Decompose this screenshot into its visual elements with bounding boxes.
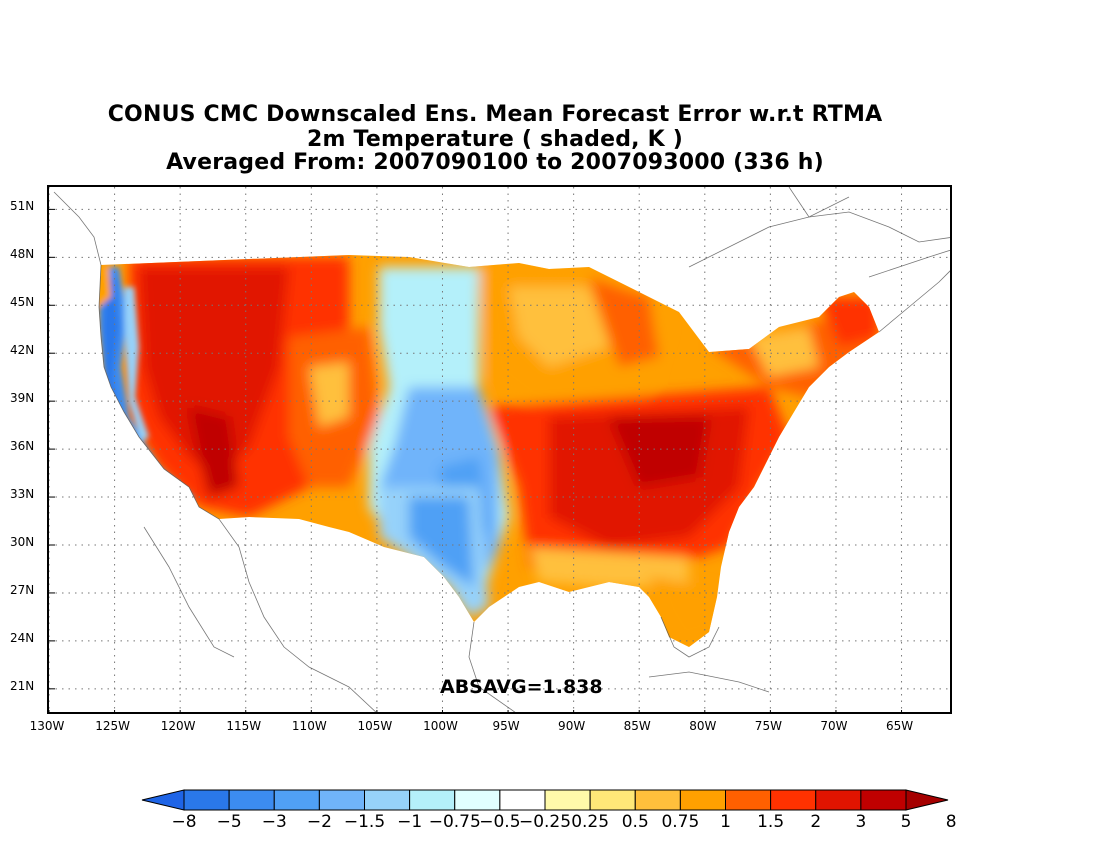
temperature-error-map [49, 187, 950, 712]
colorbar [141, 789, 949, 811]
lon-tick-label: 80W [689, 719, 717, 733]
lat-lon-grid [49, 187, 950, 712]
colorbar-box [679, 789, 726, 811]
colorbar-label: −3 [261, 812, 287, 832]
colorbar-label: −1.5 [343, 812, 386, 832]
colorbar-label: −5 [216, 812, 242, 832]
lat-tick-label: 45N [10, 295, 35, 310]
colorbar-box [544, 789, 591, 811]
colorbar-label: 8 [945, 812, 957, 832]
colorbar-label: 0.75 [661, 812, 700, 832]
colorbar-box [725, 789, 772, 811]
colorbar-box [499, 789, 546, 811]
colorbar-box [364, 789, 411, 811]
lon-tick-label: 115W [226, 719, 262, 733]
colorbar-label: 1.5 [757, 812, 785, 832]
lat-tick-label: 39N [10, 391, 35, 406]
chart-title-line-2: 2m Temperature ( shaded, K ) [307, 127, 683, 152]
lon-tick-label: 120W [160, 719, 196, 733]
lon-tick-label: 125W [95, 719, 130, 733]
lat-tick-label: 27N [10, 582, 35, 597]
lat-tick-label: 21N [10, 678, 35, 693]
map-marks [49, 208, 903, 712]
lon-tick-label: 70W [820, 719, 848, 733]
colorbar-label: −1 [397, 812, 423, 832]
lon-tick-label: 95W [492, 719, 520, 733]
temperature-field [99, 255, 879, 647]
lat-tick-label: 24N [10, 630, 35, 645]
lon-tick-label: 110W [291, 719, 327, 733]
colorbar-box [273, 789, 320, 811]
colorbar-label: 1 [720, 812, 731, 832]
lon-tick-label: 105W [357, 719, 393, 733]
lat-tick-label: 42N [10, 343, 35, 358]
colorbar-box [815, 789, 862, 811]
colorbar-box [589, 789, 636, 811]
colorbar-label: 5 [900, 812, 912, 832]
colorbar-box [183, 789, 230, 811]
map-panel [47, 185, 952, 714]
colorbar-label: −2 [306, 812, 332, 832]
coastline-outline [53, 187, 950, 712]
colorbar-label: −0.25 [518, 812, 572, 832]
chart-title-line-1: CONUS CMC Downscaled Ens. Mean Forecast … [107, 102, 883, 127]
chart-title-line-3: Averaged From: 2007090100 to 2007093000 … [166, 150, 824, 175]
lon-tick-label: 90W [558, 719, 586, 733]
colorbar-box [409, 789, 456, 811]
colorbar-box [634, 789, 681, 811]
lon-tick-label: 100W [423, 719, 458, 733]
colorbar-label: −8 [171, 812, 197, 832]
colorbar-box [228, 789, 275, 811]
colorbar-label: 3 [855, 812, 867, 832]
colorbar-label: 0.25 [571, 812, 610, 832]
colorbar-box [860, 789, 907, 811]
lon-tick-label: 85W [623, 719, 651, 733]
colorbar-box [770, 789, 817, 811]
lat-tick-label: 51N [10, 199, 35, 214]
absavg-annotation: ABSAVG=1.838 [440, 676, 603, 698]
lat-tick-label: 36N [10, 439, 35, 454]
colorbar-label: −0.5 [479, 812, 521, 832]
colorbar-label: 2 [810, 812, 822, 832]
colorbar-box [318, 789, 365, 811]
lon-tick-label: 75W [754, 719, 782, 733]
lat-tick-label: 30N [10, 534, 35, 549]
colorbar-label: 0.5 [621, 812, 649, 832]
colorbar-box [454, 789, 501, 811]
lat-tick-label: 48N [10, 247, 35, 262]
lon-tick-label: 130W [29, 719, 65, 733]
colorbar-label: −0.75 [428, 812, 481, 832]
lon-tick-label: 65W [885, 719, 914, 733]
colorbar-max-arrow [905, 789, 949, 811]
lat-tick-label: 33N [10, 487, 35, 502]
colorbar-min-arrow [141, 789, 185, 811]
